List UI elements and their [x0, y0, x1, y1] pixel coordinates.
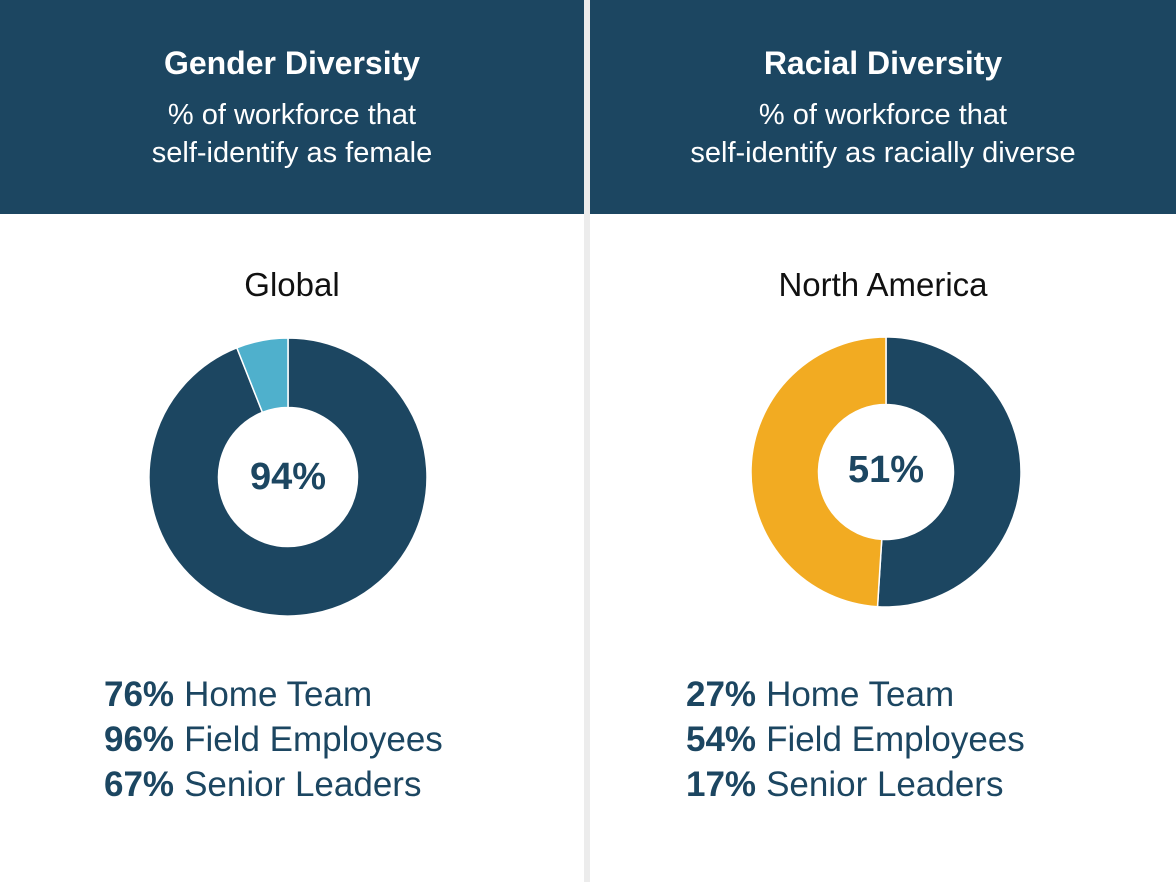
racial-donut-slice-2: [750, 336, 887, 608]
gender-diversity-panel: Gender Diversity % of workforce that sel…: [0, 0, 584, 882]
racial-donut-chart: 51%: [750, 336, 1022, 608]
racial-stat-home-team: 27% Home Team: [686, 672, 1025, 717]
gender-donut-slices: [148, 337, 428, 617]
gender-diversity-subtitle: % of workforce that self-identify as fem…: [0, 96, 584, 172]
gender-region-label: Global: [244, 266, 340, 303]
gender-diversity-title: Gender Diversity: [163, 45, 421, 81]
stat-value: 54%: [686, 720, 757, 759]
stat-label: Senior Leaders: [766, 765, 1004, 804]
racial-stat-senior-leaders: 17% Senior Leaders: [686, 762, 1025, 807]
gender-stats-list: 76% Home Team 96% Field Employees 67% Senio…: [104, 672, 443, 807]
stat-label: Field Employees: [766, 720, 1025, 759]
racial-subtitle-line-2: self-identify as racially diverse: [690, 137, 1076, 169]
stat-label: Home Team: [766, 675, 955, 714]
gender-donut-slice-1: [148, 337, 428, 617]
racial-center-label: 51%: [848, 449, 924, 491]
stat-value: 67%: [104, 765, 175, 804]
stat-value: 76%: [104, 675, 175, 714]
stat-value: 96%: [104, 720, 175, 759]
racial-diversity-header: Racial Diversity % of workforce that sel…: [590, 0, 1176, 214]
gender-diversity-header: Gender Diversity % of workforce that sel…: [0, 0, 584, 214]
stat-value: 17%: [686, 765, 757, 804]
racial-region-label: North America: [778, 266, 988, 303]
stat-label: Field Employees: [184, 720, 443, 759]
racial-stat-field-employees: 54% Field Employees: [686, 717, 1025, 762]
racial-stats-list: 27% Home Team 54% Field Employees 17% Senio…: [686, 672, 1025, 807]
racial-diversity-title: Racial Diversity: [763, 45, 1003, 81]
gender-donut-slice-2: [235, 337, 289, 414]
gender-subtitle-line-2: self-identify as female: [151, 137, 433, 169]
racial-subtitle-line-1: % of workforce that: [758, 99, 1008, 131]
gender-stat-senior-leaders: 67% Senior Leaders: [104, 762, 443, 807]
panel-divider: [584, 0, 590, 882]
stat-label: Senior Leaders: [184, 765, 422, 804]
stat-label: Home Team: [184, 675, 373, 714]
gender-stat-field-employees: 96% Field Employees: [104, 717, 443, 762]
stat-value: 27%: [686, 675, 757, 714]
racial-diversity-subtitle: % of workforce that self-identify as rac…: [590, 96, 1176, 172]
racial-donut-slices: [750, 336, 1022, 608]
racial-diversity-panel: Racial Diversity % of workforce that sel…: [590, 0, 1176, 882]
gender-stat-home-team: 76% Home Team: [104, 672, 443, 717]
gender-donut-chart: 94%: [148, 337, 428, 617]
gender-center-label: 94%: [250, 456, 326, 498]
gender-subtitle-line-1: % of workforce that: [167, 99, 417, 131]
racial-donut-slice-1: [876, 336, 1022, 608]
